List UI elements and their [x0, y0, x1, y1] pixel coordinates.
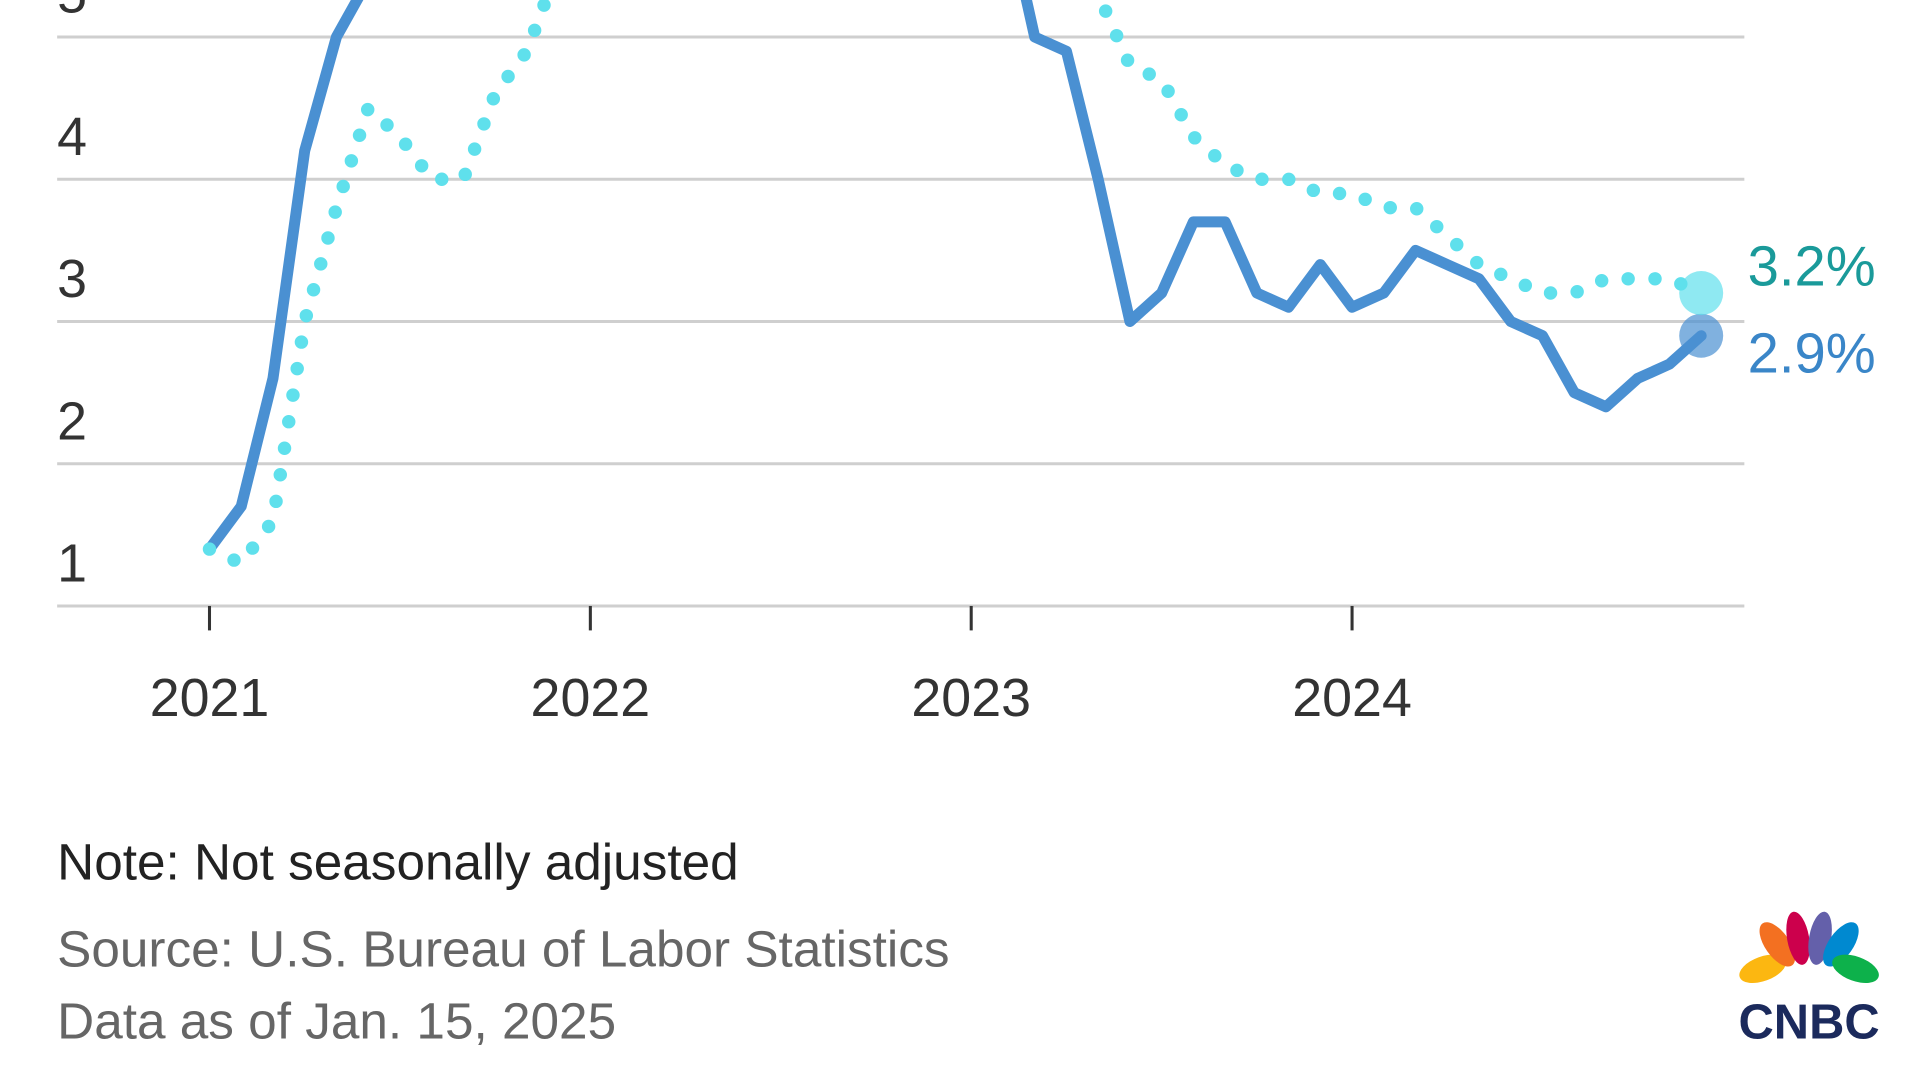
source: Source: U.S. Bureau of Labor Statistics: [57, 920, 949, 977]
y-tick-label: 1: [57, 534, 87, 594]
y-tick-label: 2: [57, 391, 87, 451]
x-tick-label: 2022: [531, 668, 651, 728]
logo-peacock: [1739, 911, 1879, 984]
x-tick-label: 2023: [911, 668, 1031, 728]
data-label: 2.9%: [1748, 321, 1876, 384]
date: Data as of Jan. 15, 2025: [57, 992, 616, 1049]
x-tick-label: 2024: [1292, 668, 1412, 728]
y-tick-label: 3: [57, 249, 87, 309]
note: Note: Not seasonally adjusted: [57, 834, 739, 891]
end-marker: [1679, 271, 1724, 316]
y-tick-label: 4: [57, 107, 87, 167]
end-marker: [1679, 313, 1724, 358]
x-tick-label: 2021: [150, 668, 270, 728]
logo: CNBC: [1739, 911, 1880, 1049]
logo-text: CNBC: [1739, 995, 1880, 1049]
line-solid: [203, 0, 1707, 555]
data-label: 3.2%: [1748, 235, 1876, 298]
labels: 1 2 3 4 5 2021 2022 2023 2024 2.9% 3.2%: [57, 0, 1876, 728]
y-tick-label: 5: [57, 0, 87, 25]
line-dotted: [202, 0, 1708, 571]
plot-area: [202, 0, 1708, 571]
